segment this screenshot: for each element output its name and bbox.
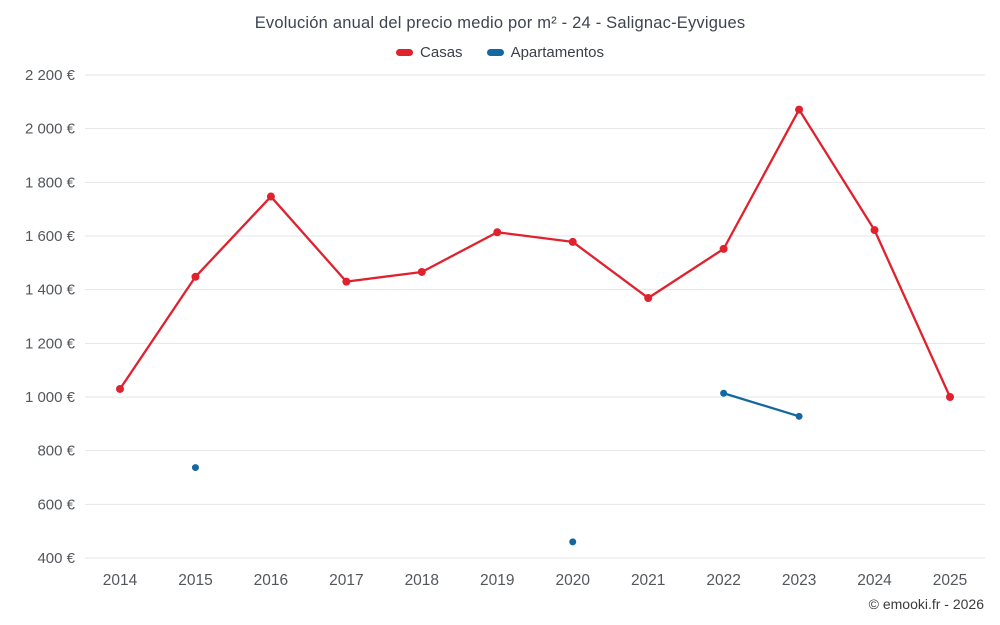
data-point-apartamentos[interactable]: [795, 412, 803, 420]
y-axis-tick-label: 800 €: [37, 443, 75, 460]
y-axis-tick-label: 1 800 €: [25, 174, 76, 191]
legend-item-casas[interactable]: Casas: [396, 44, 463, 61]
y-axis-tick-label: 600 €: [37, 496, 75, 513]
y-axis-tick-label: 2 000 €: [25, 121, 76, 138]
y-axis-tick-label: 2 200 €: [25, 67, 76, 84]
data-point-casas[interactable]: [644, 293, 653, 302]
x-axis-tick-label: 2018: [405, 572, 439, 589]
legend: Casas Apartamentos: [0, 44, 1000, 61]
data-point-casas[interactable]: [568, 237, 577, 246]
x-axis-tick-label: 2015: [178, 572, 212, 589]
x-axis-tick-label: 2016: [254, 572, 288, 589]
y-axis-tick-label: 1 000 €: [25, 389, 76, 406]
data-point-apartamentos[interactable]: [569, 538, 577, 546]
data-point-casas[interactable]: [191, 272, 200, 281]
y-axis-tick-label: 400 €: [37, 550, 75, 567]
data-point-casas[interactable]: [417, 267, 426, 276]
series-line-casas: [118, 108, 952, 399]
casas-series-swatch-icon: [396, 49, 414, 56]
data-point-casas[interactable]: [493, 228, 502, 237]
data-point-apartamentos[interactable]: [720, 389, 728, 397]
y-axis-tick-label: 1 600 €: [25, 228, 76, 245]
x-axis-tick-label: 2019: [480, 572, 514, 589]
data-point-casas[interactable]: [342, 277, 351, 286]
data-point-casas[interactable]: [870, 226, 879, 235]
legend-item-apartamentos[interactable]: Apartamentos: [486, 44, 604, 61]
x-axis-tick-label: 2014: [103, 572, 138, 589]
data-point-apartamentos[interactable]: [191, 464, 199, 472]
x-axis-tick-label: 2022: [706, 572, 740, 589]
x-axis-tick-label: 2017: [329, 572, 363, 589]
y-axis-tick-label: 1 200 €: [25, 335, 76, 352]
apartamentos-series-swatch-icon: [486, 49, 504, 56]
data-point-casas[interactable]: [266, 192, 275, 201]
data-point-casas[interactable]: [946, 393, 954, 401]
series-line-apartamentos: [722, 392, 801, 418]
data-point-casas[interactable]: [116, 384, 124, 393]
legend-label-apartamentos: Apartamentos: [510, 44, 604, 61]
chart-title: Evolución anual del precio medio por m² …: [254, 14, 746, 32]
data-point-casas[interactable]: [795, 105, 804, 114]
x-axis-tick-label: 2023: [782, 572, 816, 589]
x-axis-tick-label: 2020: [555, 572, 590, 589]
legend-label-casas: Casas: [420, 44, 463, 61]
data-point-casas[interactable]: [719, 244, 728, 253]
x-axis-tick-label: 2025: [933, 572, 967, 589]
copyright: © emooki.fr - 2026: [868, 596, 984, 612]
x-axis-tick-label: 2024: [857, 572, 892, 589]
y-axis-tick-label: 1 400 €: [25, 282, 76, 299]
x-axis-tick-label: 2021: [631, 572, 665, 589]
